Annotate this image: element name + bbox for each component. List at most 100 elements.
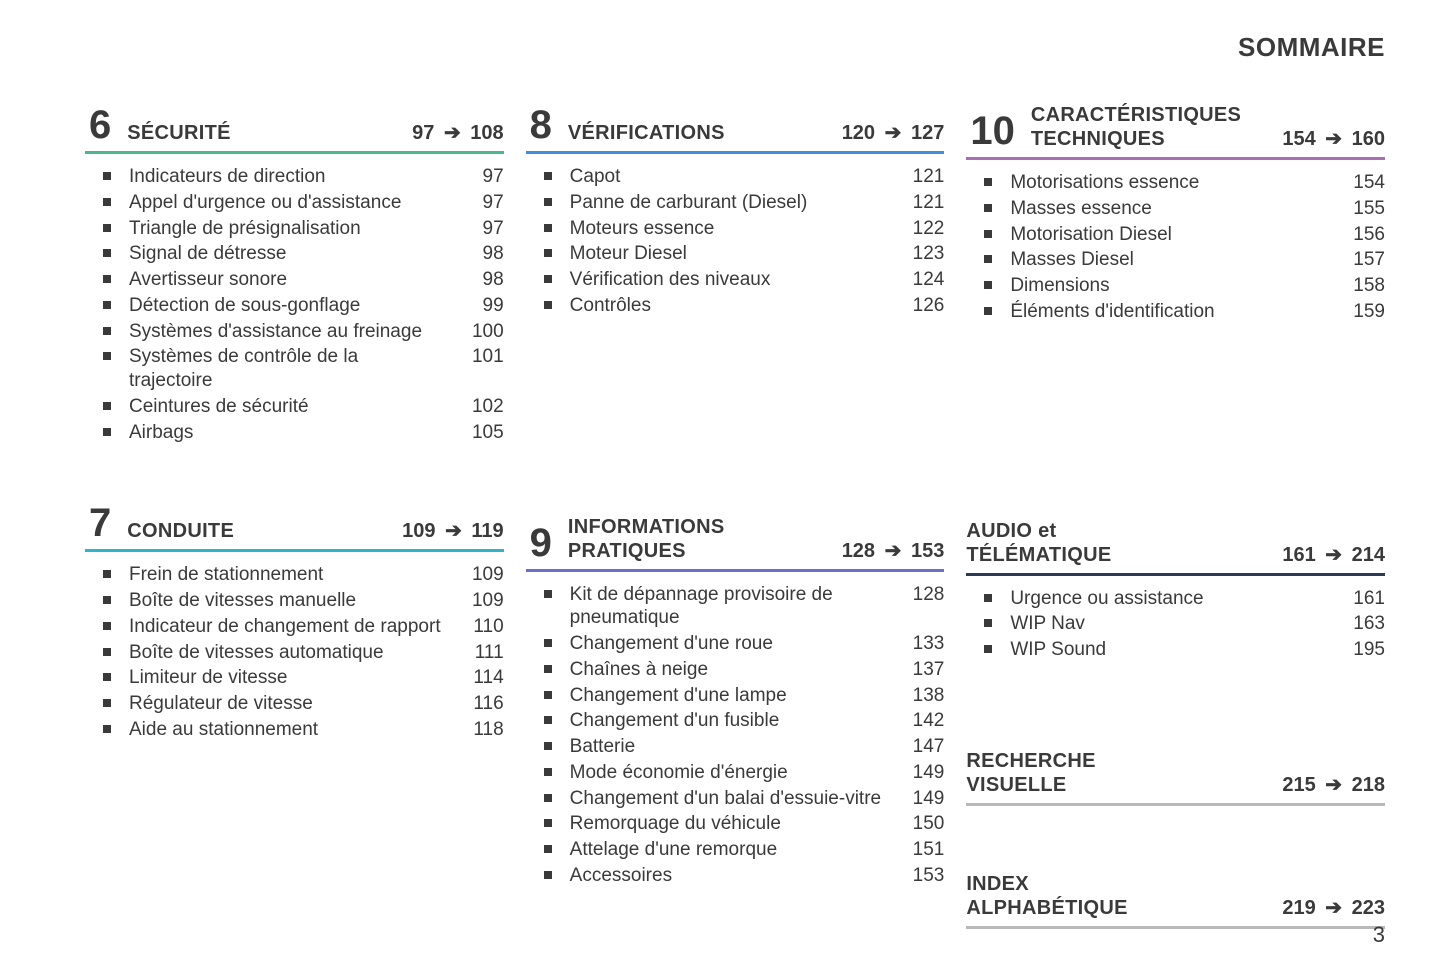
section-title-line: TECHNIQUES [1031, 129, 1165, 150]
section-header: 8VÉRIFICATIONS120 ➔ 127 [526, 105, 945, 154]
toc-item: WIP Sound195 [966, 637, 1385, 663]
toc-item: Capot121 [526, 164, 945, 190]
toc-section-sec9: 9INFORMATIONSPRATIQUES128 ➔ 153 Kit de dé… [526, 517, 945, 889]
item-label: Moteur Diesel [570, 242, 895, 266]
title-block: CONDUITE109 ➔ 119 [127, 518, 503, 543]
bullet-icon [544, 845, 552, 853]
section-header: 6SÉCURITÉ97 ➔ 108 [85, 105, 504, 154]
toc-item: Kit de dépannage provisoire de pneumatiq… [526, 582, 945, 632]
toc-item: Appel d'urgence ou d'assistance97 [85, 190, 504, 216]
item-label: WIP Nav [1010, 612, 1335, 636]
section-title-line: INFORMATIONS [568, 517, 944, 538]
bullet-icon [984, 307, 992, 315]
item-label: Systèmes d'assistance au freinage [129, 320, 454, 344]
page-range: 219 ➔ 223 [1282, 895, 1385, 920]
item-label: Signal de détresse [129, 242, 454, 266]
section-title-line: INDEX [966, 874, 1385, 895]
toc-item: Aide au stationnement118 [85, 717, 504, 743]
section-title-line: ALPHABÉTIQUE [966, 898, 1127, 919]
item-page: 97 [454, 165, 504, 189]
item-page: 159 [1335, 300, 1385, 324]
item-page: 156 [1335, 223, 1385, 247]
toc-section-sec7: 7 CONDUITE109 ➔ 119 Frein de stationnement… [85, 503, 504, 742]
item-label: Triangle de présignalisation [129, 217, 454, 241]
title-row: ALPHABÉTIQUE 219 ➔ 223 [966, 895, 1385, 920]
bullet-icon [544, 716, 552, 724]
item-label: Boîte de vitesses manuelle [129, 589, 454, 613]
item-page: 122 [894, 217, 944, 241]
item-page: 97 [454, 191, 504, 215]
bullet-icon [984, 594, 992, 602]
toc-item: Boîte de vitesses manuelle109 [85, 588, 504, 614]
item-page: 98 [454, 268, 504, 292]
item-page: 110 [454, 615, 504, 639]
bullet-icon [544, 794, 552, 802]
item-label: Chaînes à neige [570, 658, 895, 682]
toc-item: Remorquage du véhicule150 [526, 811, 945, 837]
item-label: Kit de dépannage provisoire de pneumatiq… [570, 583, 895, 631]
item-label: Batterie [570, 735, 895, 759]
bullet-icon [103, 673, 111, 681]
title-row: TÉLÉMATIQUE161 ➔ 214 [966, 542, 1385, 567]
toc-column: 8VÉRIFICATIONS120 ➔ 127Capot121Panne de … [526, 105, 945, 957]
item-page: 123 [894, 242, 944, 266]
toc-item: Triangle de présignalisation97 [85, 216, 504, 242]
toc-item: Éléments d'identification159 [966, 299, 1385, 325]
item-page: 109 [454, 589, 504, 613]
title-block: SÉCURITÉ97 ➔ 108 [127, 120, 503, 145]
section-title: CONDUITE [127, 521, 234, 542]
section-items: Frein de stationnement109Boîte de vitess… [85, 562, 504, 742]
item-label: Changement d'une lampe [570, 684, 895, 708]
arrow-icon: ➔ [445, 518, 462, 543]
toc-item: Boîte de vitesses automatique111 [85, 640, 504, 666]
section-items: Indicateurs de direction97Appel d'urgenc… [85, 164, 504, 445]
bullet-icon [103, 428, 111, 436]
item-page: 99 [454, 294, 504, 318]
item-label: Aide au stationnement [129, 718, 454, 742]
title-block: INFORMATIONSPRATIQUES128 ➔ 153 [568, 517, 944, 563]
title-block: CARACTÉRISTIQUESTECHNIQUES154 ➔ 160 [1031, 105, 1385, 151]
section-header: 9INFORMATIONSPRATIQUES128 ➔ 153 [526, 517, 945, 572]
page-range: 97 ➔ 108 [412, 120, 504, 145]
item-page: 116 [454, 692, 504, 716]
bullet-icon [984, 645, 992, 653]
page-range: 128 ➔ 153 [842, 538, 945, 563]
arrow-icon: ➔ [1325, 126, 1342, 151]
title-block: RECHERCHEVISUELLE215 ➔ 218 [966, 751, 1385, 797]
item-label: Indicateur de changement de rapport [129, 615, 454, 639]
section-title-line: VISUELLE [966, 775, 1066, 796]
bullet-icon [544, 224, 552, 232]
item-label: Airbags [129, 421, 454, 445]
item-label: Changement d'un balai d'essuie-vitre [570, 787, 895, 811]
toc-item: Signal de détresse98 [85, 241, 504, 267]
section-items: Motorisations essence154Masses essence15… [966, 170, 1385, 325]
item-page: 124 [894, 268, 944, 292]
toc-item: Contrôles126 [526, 293, 945, 319]
toc-item: Systèmes d'assistance au freinage100 [85, 319, 504, 345]
section-title: VÉRIFICATIONS [568, 123, 725, 144]
arrow-icon: ➔ [1325, 772, 1342, 797]
item-page: 195 [1335, 638, 1385, 662]
chapter-number: 7 [89, 503, 111, 543]
section-header: INDEX ALPHABÉTIQUE 219 ➔ 223 [966, 874, 1385, 929]
bullet-icon [544, 275, 552, 283]
item-label: Dimensions [1010, 274, 1335, 298]
title-row: TECHNIQUES154 ➔ 160 [1031, 126, 1385, 151]
toc-item: Limiteur de vitesse114 [85, 665, 504, 691]
toc-item: Indicateur de changement de rapport110 [85, 614, 504, 640]
item-label: Remorquage du véhicule [570, 812, 895, 836]
title-block: VÉRIFICATIONS120 ➔ 127 [568, 120, 944, 145]
item-page: 149 [894, 761, 944, 785]
item-label: Motorisation Diesel [1010, 223, 1335, 247]
bullet-icon [103, 172, 111, 180]
toc-item: Moteur Diesel123 [526, 241, 945, 267]
bullet-icon [103, 275, 111, 283]
item-label: Mode économie d'énergie [570, 761, 895, 785]
bullet-icon [544, 590, 552, 598]
toc-section-recherche: RECHERCHEVISUELLE215 ➔ 218 [966, 751, 1385, 806]
toc-item: Accessoires153 [526, 863, 945, 889]
item-page: 153 [894, 864, 944, 888]
title-row: PRATIQUES128 ➔ 153 [568, 538, 944, 563]
toc-item: Indicateurs de direction97 [85, 164, 504, 190]
bullet-icon [544, 172, 552, 180]
